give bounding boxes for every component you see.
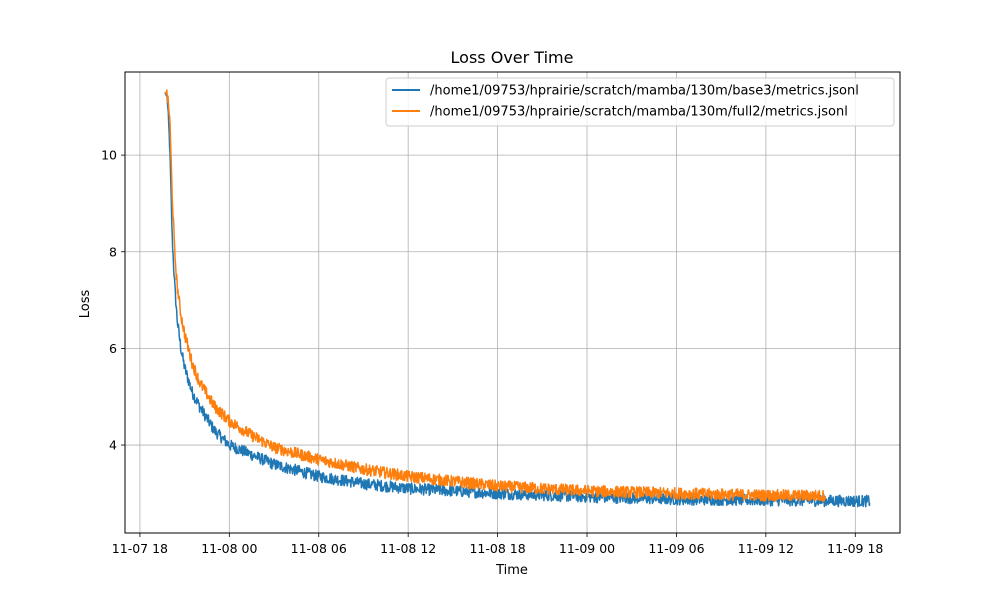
legend-box <box>385 77 895 127</box>
series-line-1 <box>164 91 871 508</box>
y-axis: 4 6 8 10 <box>101 148 125 453</box>
x-axis: 11-07 18 11-08 00 11-08 06 11-08 12 11-08 18… <box>112 533 883 556</box>
legend: /home1/09753/hprairie/scratch/mamba/130m… <box>385 77 895 127</box>
y-tick-label: 4 <box>109 438 117 453</box>
x-tick-label: 11-07 18 <box>112 541 168 556</box>
x-axis-label: Time <box>495 563 528 578</box>
x-tick-label: 11-08 18 <box>469 541 525 556</box>
x-tick-label: 11-08 06 <box>291 541 347 556</box>
x-tick-label: 11-09 06 <box>648 541 704 556</box>
x-tick-label: 11-09 18 <box>827 541 883 556</box>
y-tick-label: 10 <box>101 148 117 163</box>
plot-frame <box>124 71 901 534</box>
x-tick-label: 11-08 00 <box>201 541 257 556</box>
x-tick-label: 11-09 00 <box>559 541 615 556</box>
x-tick-label: 11-09 12 <box>738 541 794 556</box>
y-tick-label: 8 <box>109 244 117 259</box>
y-axis-label: Loss <box>78 290 93 319</box>
y-tick-label: 6 <box>109 341 117 356</box>
series-line-2 <box>164 89 827 503</box>
grid <box>125 72 900 533</box>
chart-title: Loss Over Time <box>451 48 574 67</box>
x-tick-label: 11-08 12 <box>380 541 436 556</box>
series-layer <box>164 89 871 508</box>
legend-label-1: /home1/09753/hprairie/scratch/mamba/130m… <box>430 84 859 99</box>
legend-label-2: /home1/09753/hprairie/scratch/mamba/130m… <box>430 105 848 120</box>
